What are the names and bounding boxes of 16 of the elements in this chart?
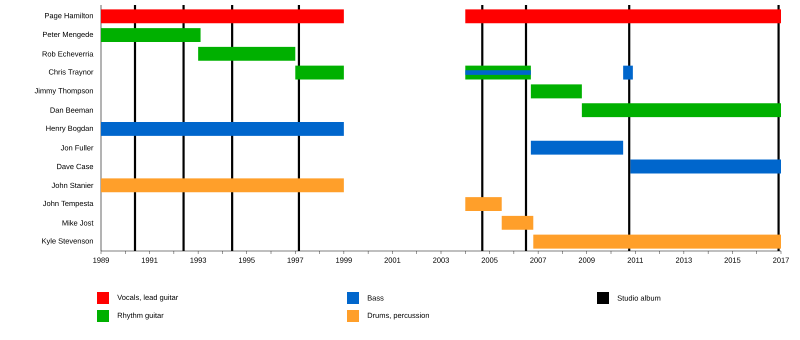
bar [630, 160, 782, 174]
bar [502, 216, 534, 230]
bar [533, 234, 782, 249]
bar [295, 66, 344, 80]
bar [101, 178, 344, 192]
bar [582, 103, 782, 118]
bar [465, 70, 531, 75]
bar [198, 46, 296, 61]
bar [530, 140, 624, 155]
bar [101, 122, 344, 136]
bar [465, 9, 782, 24]
bar [465, 197, 502, 212]
bar [623, 66, 633, 80]
bar [101, 9, 344, 24]
bar [530, 84, 582, 98]
bar [101, 28, 201, 42]
